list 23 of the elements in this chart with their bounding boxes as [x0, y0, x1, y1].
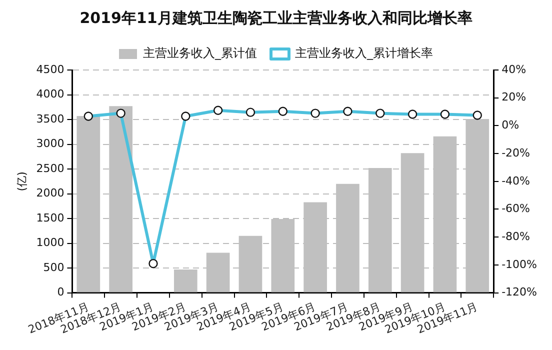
y-tick-label: 0 [57, 286, 64, 299]
y-tick-label: 1500 [36, 211, 64, 224]
y-tick-label: 4500 [36, 62, 64, 76]
y2-tick-label: -20% [502, 146, 530, 160]
y2-tick-label: 0% [502, 118, 520, 132]
y2-tick-label: -100% [502, 258, 538, 271]
y2-tick-label: -120% [502, 286, 538, 299]
y-axis-title: (亿) [15, 172, 28, 192]
legend-label: 主营业务收入_累计增长率 [295, 46, 433, 60]
y-tick-label: 2500 [36, 162, 64, 175]
y-tick-label: 3000 [36, 137, 64, 150]
y-tick-label: 1000 [36, 236, 64, 250]
y2-tick-label: -60% [502, 202, 530, 216]
y2-tick-label: -40% [502, 174, 530, 188]
y-tick-label: 2000 [36, 186, 64, 200]
y-tick-label: 500 [43, 260, 64, 274]
y-tick-label: 4000 [36, 88, 64, 101]
y2-tick-label: 40% [502, 62, 526, 76]
y2-tick-label: -80% [502, 230, 530, 243]
y2-tick-label: 20% [502, 90, 526, 104]
chart-title: 2019年11月建筑卫生陶瓷工业主营业务收入和同比增长率 [80, 8, 472, 27]
legend-label: 主营业务收入_累计值 [143, 46, 257, 60]
y-tick-label: 3500 [36, 112, 64, 126]
